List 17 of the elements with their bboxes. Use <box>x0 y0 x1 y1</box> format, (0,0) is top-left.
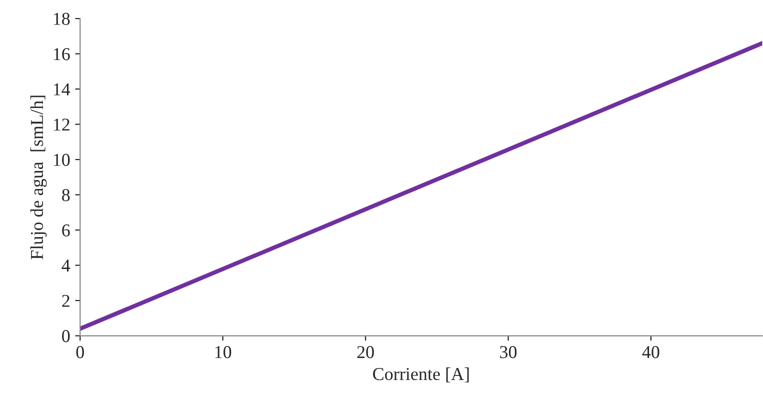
x-tick-label: 20 <box>357 346 374 358</box>
y-tick-label: 18 <box>54 12 70 25</box>
y-tick-label: 12 <box>54 118 70 131</box>
y-tick-label: 6 <box>62 224 70 236</box>
x-tick-label: 10 <box>215 346 232 358</box>
y-tick-label: 4 <box>62 260 70 272</box>
y-axis-title: Flujo de agua [smL/h] <box>30 96 47 260</box>
x-axis-title: Corriente [A] <box>373 367 469 382</box>
y-tick-label: 8 <box>62 189 70 202</box>
y-tick-label: 0 <box>62 330 70 342</box>
x-tick-label: 40 <box>642 346 660 358</box>
y-tick-label: 16 <box>54 48 70 60</box>
y-tick-label: 14 <box>54 83 70 96</box>
x-tick-label: 0 <box>76 346 84 358</box>
y-tick-label: 10 <box>54 154 70 166</box>
y-tick-label: 2 <box>62 294 70 307</box>
x-tick-label: 30 <box>500 346 517 358</box>
